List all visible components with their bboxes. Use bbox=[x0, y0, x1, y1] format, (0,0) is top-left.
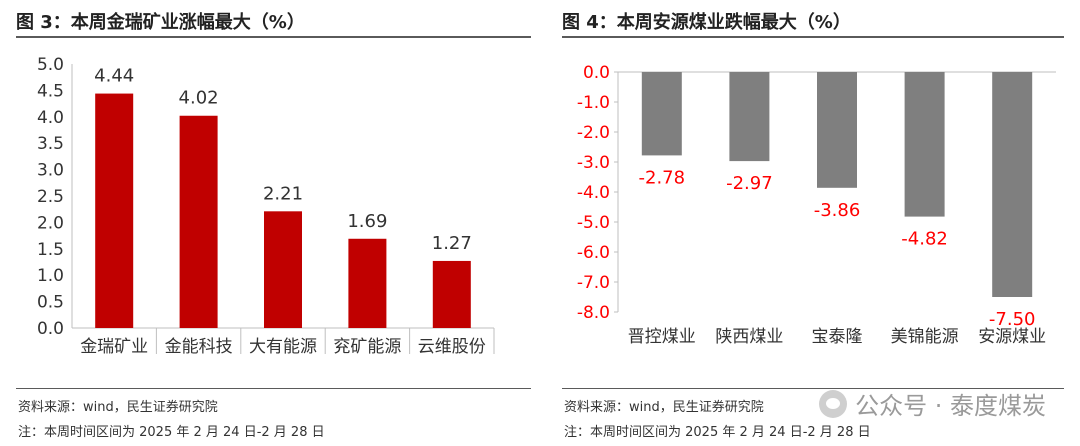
right-source-note: 资料来源：wind，民生证券研究院 bbox=[564, 400, 764, 415]
left-y-tick-label: 4.0 bbox=[37, 108, 64, 128]
left-bar bbox=[432, 260, 471, 328]
right-y-tick-label: -6.0 bbox=[577, 243, 610, 263]
left-data-label: 4.44 bbox=[94, 66, 134, 87]
right-y-tick-label: -4.0 bbox=[577, 183, 610, 203]
right-category-label: 美锦能源 bbox=[891, 327, 959, 347]
right-y-tick-label: -8.0 bbox=[577, 303, 610, 323]
left-data-label: 4.02 bbox=[179, 88, 219, 109]
left-bar-chart: 0.0 0.5 1.0 1.5 2.0 2.5 3.0 3.5 4.0 4.5 5.0 4.44 金瑞矿… bbox=[37, 55, 495, 357]
left-source-note: 资料来源：wind，民生证券研究院 bbox=[18, 400, 218, 415]
right-chart-title: 图 4：本周安源煤业跌幅最大（%） bbox=[562, 12, 851, 33]
right-category-label: 宝泰隆 bbox=[812, 327, 863, 347]
left-category-label: 金瑞矿业 bbox=[80, 337, 148, 357]
right-data-label: -2.78 bbox=[639, 167, 686, 188]
right-category-label: 晋控煤业 bbox=[628, 327, 696, 347]
left-y-tick-label: 0.5 bbox=[37, 293, 64, 313]
left-bar bbox=[95, 93, 134, 329]
right-y-tick-label: -3.0 bbox=[577, 153, 610, 173]
left-footer-rule bbox=[16, 388, 531, 389]
left-bar bbox=[264, 211, 302, 328]
right-y-tick-label: -1.0 bbox=[577, 93, 610, 113]
right-bar bbox=[729, 72, 770, 162]
right-data-label: -4.82 bbox=[901, 229, 948, 250]
right-data-label: -7.50 bbox=[989, 309, 1036, 330]
left-title-rule bbox=[16, 36, 531, 38]
left-chart-panel: 图 3：本周金瑞矿业涨幅最大（%） 0.0 0.5 1.0 1.5 2.0 2.5 3.0 3… bbox=[16, 0, 531, 446]
left-category-label: 兖矿能源 bbox=[333, 337, 401, 357]
watermark-text: 公众号 · 泰度煤炭 bbox=[855, 392, 1046, 420]
right-period-note: 注：本周时间区间为 2025 年 2 月 24 日-2 月 28 日 bbox=[564, 425, 871, 440]
right-bar bbox=[817, 72, 857, 188]
right-y-tick-label: -5.0 bbox=[577, 213, 610, 233]
left-y-tick-label: 1.0 bbox=[37, 266, 64, 286]
left-category-label: 大有能源 bbox=[249, 337, 317, 357]
left-y-tick-label: 4.5 bbox=[37, 81, 64, 101]
left-y-tick-label: 0.0 bbox=[37, 319, 64, 339]
right-category-label: 陕西煤业 bbox=[715, 327, 783, 347]
left-chart-title: 图 3：本周金瑞矿业涨幅最大（%） bbox=[16, 12, 305, 33]
left-period-note: 注：本周时间区间为 2025 年 2 月 24 日-2 月 28 日 bbox=[18, 425, 325, 440]
left-y-tick-label: 2.0 bbox=[37, 213, 64, 233]
left-y-tick-label: 2.5 bbox=[37, 187, 64, 207]
left-y-tick-label: 3.5 bbox=[37, 134, 64, 154]
left-y-tick-label: 3.0 bbox=[37, 161, 64, 181]
right-category-label: 安源煤业 bbox=[978, 327, 1046, 347]
left-bar bbox=[348, 238, 387, 328]
left-y-tick-label: 5.0 bbox=[37, 55, 64, 75]
left-data-label: 1.27 bbox=[432, 233, 472, 254]
right-footer-rule bbox=[562, 388, 1064, 389]
right-bar-chart: 0.0 -1.0 -2.0 -3.0 -4.0 -5.0 -6.0 -7.0 -8.0 -2.78… bbox=[577, 63, 1056, 347]
right-y-tick-label: -2.0 bbox=[577, 123, 610, 143]
right-bar bbox=[992, 72, 1033, 297]
wechat-icon bbox=[819, 389, 848, 418]
right-chart-panel: 图 4：本周安源煤业跌幅最大（%） 0.0 -1.0 -2.0 -3.0 -4.0 -5.… bbox=[562, 0, 1064, 446]
right-y-tick-label: 0.0 bbox=[583, 63, 610, 83]
right-y-tick-label: -7.0 bbox=[577, 273, 610, 293]
right-bar bbox=[904, 72, 945, 217]
left-category-label: 金能科技 bbox=[165, 337, 233, 357]
right-bar bbox=[641, 72, 682, 156]
left-y-tick-label: 1.5 bbox=[37, 240, 64, 260]
watermark: 公众号 · 泰度煤炭 bbox=[819, 386, 1046, 421]
right-title-rule bbox=[562, 36, 1064, 38]
left-data-label: 1.69 bbox=[347, 211, 387, 232]
right-data-label: -3.86 bbox=[814, 200, 861, 221]
left-category-label: 云维股份 bbox=[418, 337, 486, 357]
left-data-label: 2.21 bbox=[263, 183, 303, 204]
right-data-label: -2.97 bbox=[726, 173, 773, 194]
left-bar bbox=[179, 115, 218, 328]
